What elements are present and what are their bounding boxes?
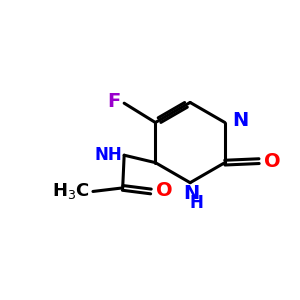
Text: F: F [107, 92, 121, 112]
Text: O: O [264, 152, 281, 171]
Text: NH: NH [94, 146, 122, 164]
Text: H: H [190, 194, 204, 212]
Text: O: O [156, 182, 173, 200]
Text: N: N [232, 111, 249, 130]
Text: H$_3$C: H$_3$C [52, 181, 89, 201]
Text: N: N [183, 184, 200, 203]
